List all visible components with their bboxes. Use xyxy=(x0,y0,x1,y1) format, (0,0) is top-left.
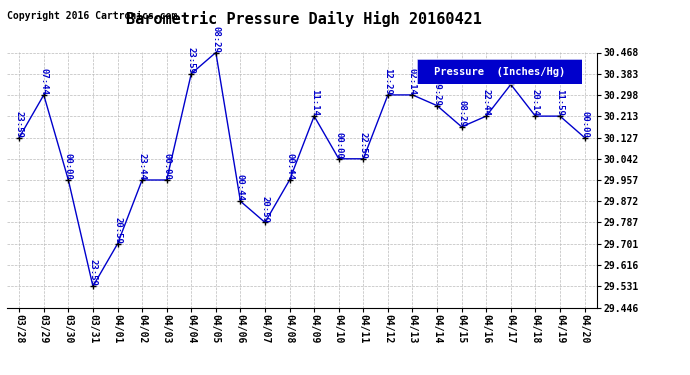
Text: 12:29: 12:29 xyxy=(384,68,393,95)
Text: Barometric Pressure Daily High 20160421: Barometric Pressure Daily High 20160421 xyxy=(126,11,482,27)
Text: 22:59: 22:59 xyxy=(359,132,368,159)
Text: 20:59: 20:59 xyxy=(261,195,270,222)
Text: 07:44: 07:44 xyxy=(39,68,48,95)
Text: 00:00: 00:00 xyxy=(162,153,171,180)
Text: Copyright 2016 Cartronics.com: Copyright 2016 Cartronics.com xyxy=(7,11,177,21)
Text: 07:14: 07:14 xyxy=(506,57,515,84)
Text: 00:00: 00:00 xyxy=(334,132,343,159)
Text: 23:59: 23:59 xyxy=(14,111,23,138)
Text: 08:29: 08:29 xyxy=(211,26,220,53)
Text: 02:14: 02:14 xyxy=(408,68,417,95)
Text: 23:59: 23:59 xyxy=(88,260,97,286)
Text: 22:44: 22:44 xyxy=(482,89,491,116)
Text: 00:00: 00:00 xyxy=(64,153,73,180)
Text: 20:59: 20:59 xyxy=(113,217,122,244)
Text: 00:44: 00:44 xyxy=(285,153,294,180)
Text: 11:14: 11:14 xyxy=(310,89,319,116)
Text: 11:59: 11:59 xyxy=(555,89,564,116)
Text: 23:44: 23:44 xyxy=(137,153,146,180)
Text: 09:29: 09:29 xyxy=(433,79,442,106)
Text: 00:00: 00:00 xyxy=(580,111,589,138)
Text: 08:29: 08:29 xyxy=(457,100,466,127)
Text: 00:44: 00:44 xyxy=(236,174,245,201)
Text: 20:14: 20:14 xyxy=(531,89,540,116)
Text: 23:59: 23:59 xyxy=(187,47,196,74)
